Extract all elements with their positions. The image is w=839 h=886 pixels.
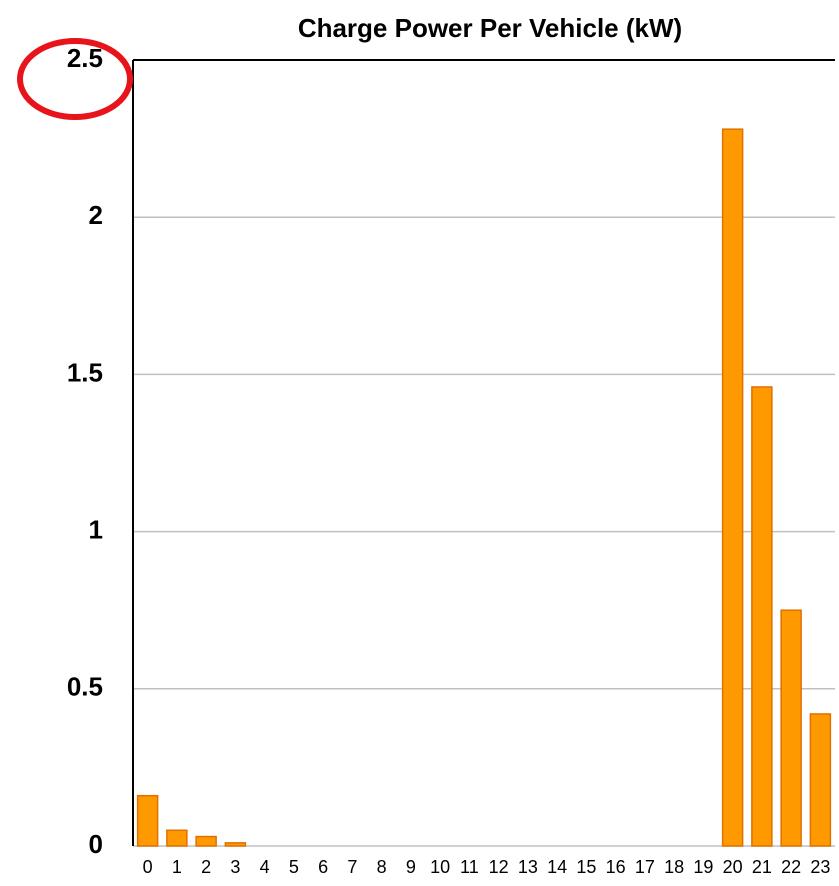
x-tick-label: 3	[230, 857, 240, 877]
x-tick-label: 0	[143, 857, 153, 877]
y-tick-label: 1.5	[67, 357, 103, 387]
bar	[751, 386, 773, 847]
bar	[166, 829, 188, 847]
x-tick-label: 1	[172, 857, 182, 877]
y-tick-label: 0.5	[67, 672, 103, 702]
bar	[809, 713, 832, 847]
bar	[224, 842, 247, 847]
x-tick-label: 6	[318, 857, 328, 877]
x-tick-label: 18	[664, 857, 684, 877]
highlight-circle	[17, 38, 133, 120]
x-tick-label: 7	[347, 857, 357, 877]
bar	[721, 128, 744, 847]
x-tick-label: 8	[377, 857, 387, 877]
y-tick-label: 1	[89, 514, 103, 544]
x-tick-label: 2	[201, 857, 211, 877]
x-tick-label: 5	[289, 857, 299, 877]
bar	[136, 794, 159, 847]
x-tick-label: 15	[576, 857, 596, 877]
x-tick-label: 10	[430, 857, 450, 877]
bar	[780, 609, 802, 847]
x-tick-label: 16	[606, 857, 626, 877]
y-tick-label: 2	[89, 200, 103, 230]
x-tick-label: 14	[547, 857, 567, 877]
bar	[195, 835, 217, 847]
x-tick-label: 19	[693, 857, 713, 877]
y-tick-label: 2.5	[67, 43, 103, 73]
bars	[136, 128, 832, 847]
x-tick-label: 21	[752, 857, 772, 877]
x-tick-label: 17	[635, 857, 655, 877]
x-tick-label: 9	[406, 857, 416, 877]
chart-title: Charge Power Per Vehicle (kW)	[298, 13, 682, 43]
x-tick-label: 20	[723, 857, 743, 877]
x-tick-label: 11	[460, 857, 479, 877]
x-tick-label: 4	[260, 857, 270, 877]
y-tick-label: 0	[89, 829, 103, 859]
x-tick-label: 23	[810, 857, 830, 877]
x-tick-label: 12	[489, 857, 509, 877]
x-tick-label: 13	[518, 857, 538, 877]
x-tick-label: 22	[781, 857, 801, 877]
